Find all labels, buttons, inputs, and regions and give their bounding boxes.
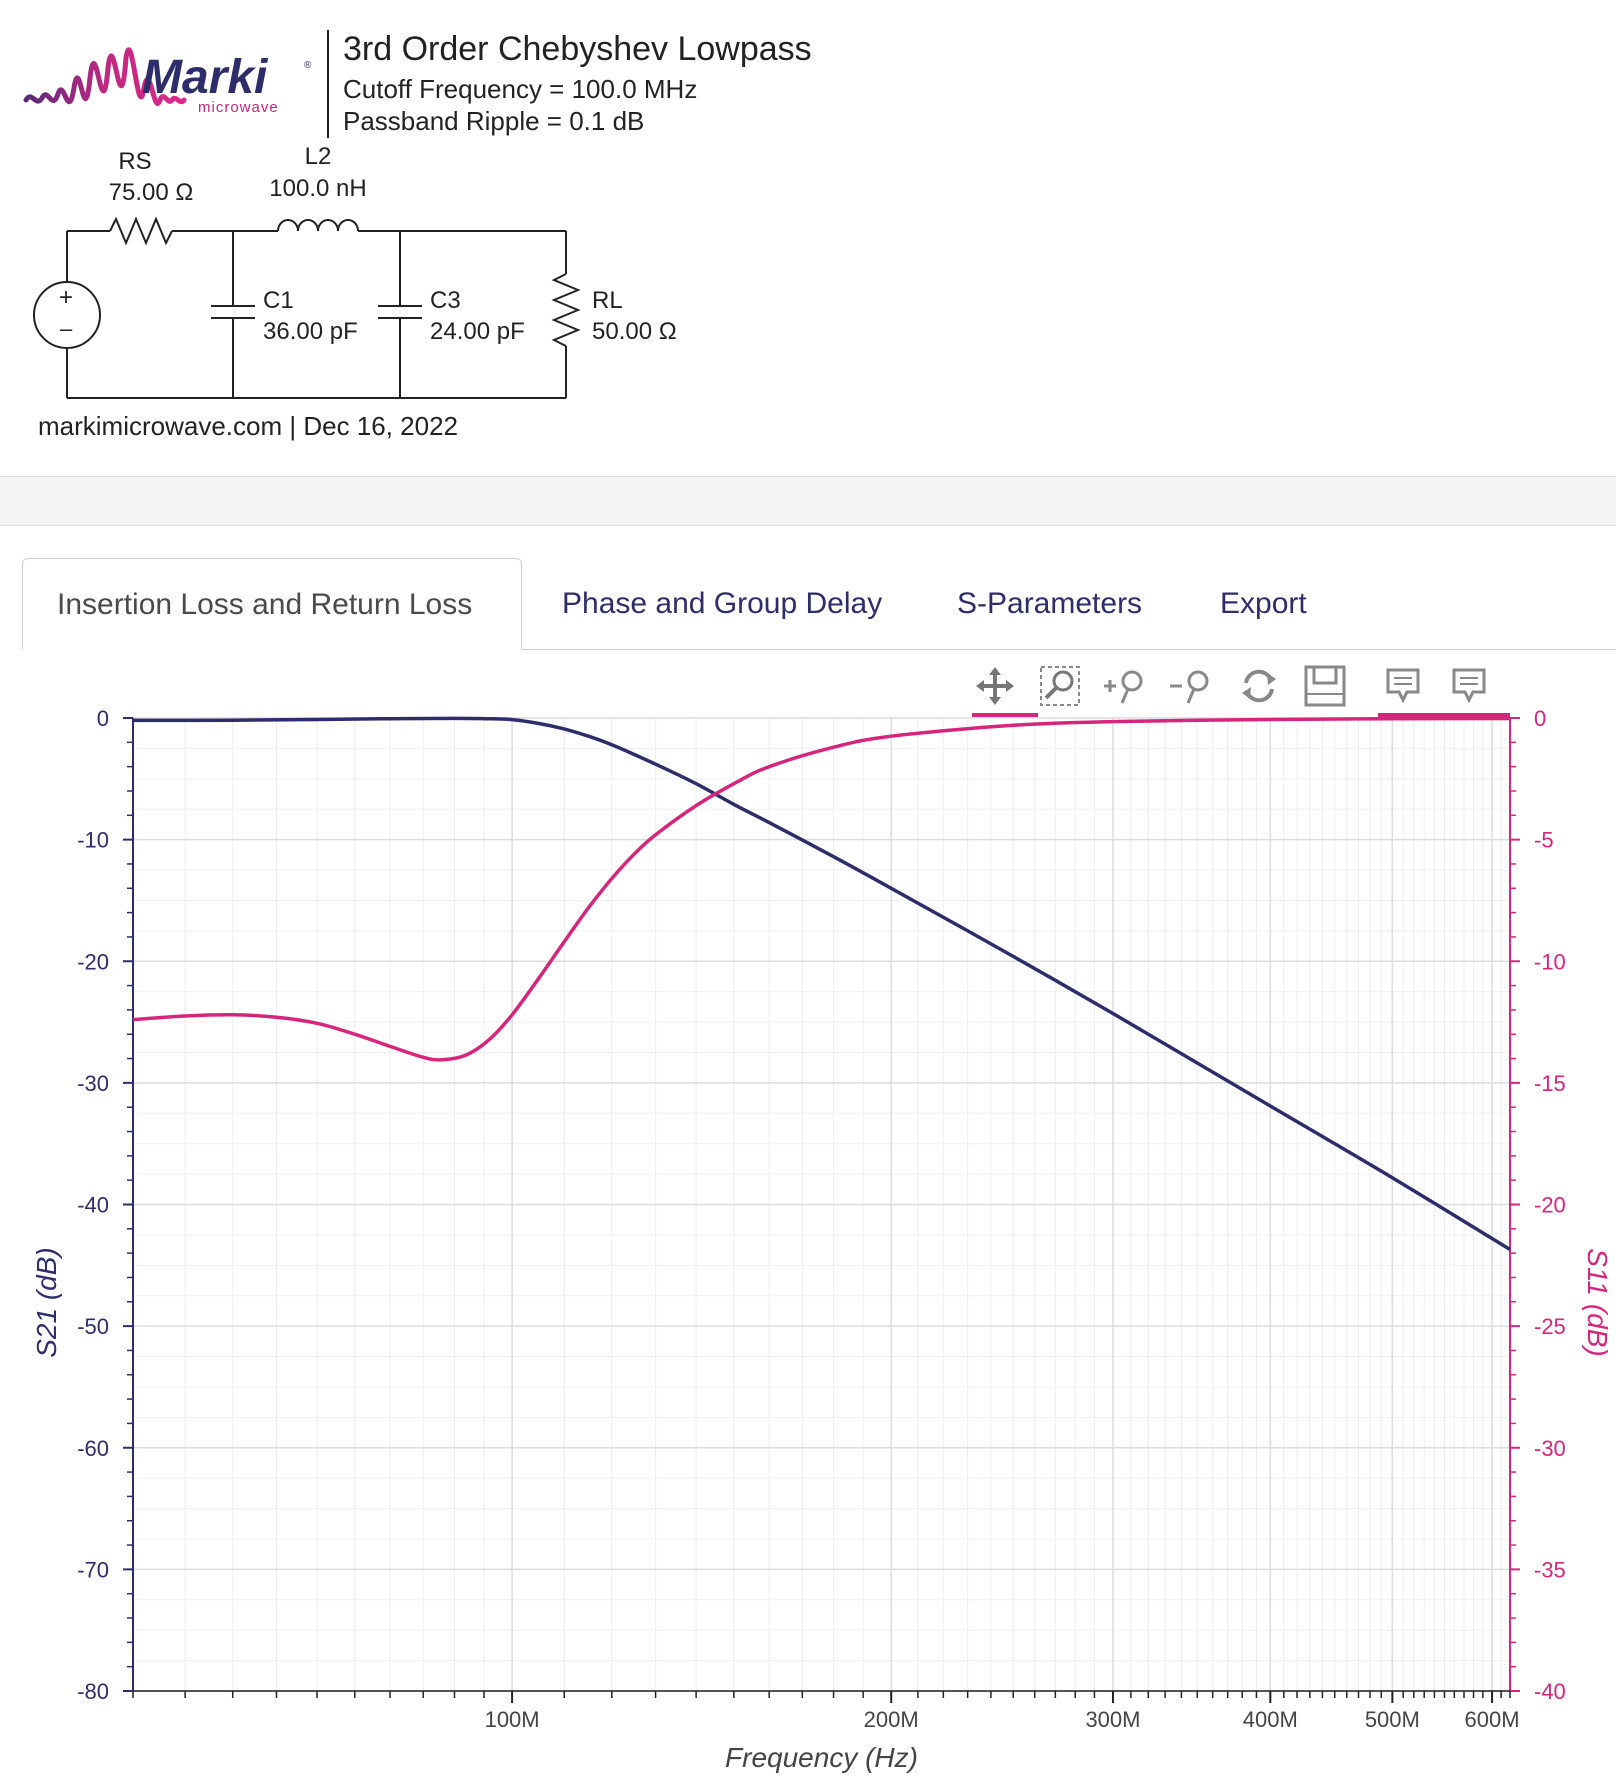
y-left-tick-label: 0: [97, 706, 109, 731]
y-right-tick-label: -5: [1534, 828, 1554, 853]
source-minus: –: [60, 316, 73, 341]
y-right-tick-label: -20: [1534, 1193, 1566, 1218]
zoom-in-icon[interactable]: [1100, 656, 1154, 716]
logo-registered: ®: [304, 60, 312, 71]
y-left-tick-label: -50: [77, 1314, 109, 1339]
x-tick-label: 100M: [485, 1707, 540, 1732]
y-right-tick-label: -10: [1534, 949, 1566, 974]
reset-icon[interactable]: [1232, 656, 1286, 716]
hover-icon[interactable]: [1376, 656, 1430, 716]
y-left-tick-label: -40: [77, 1193, 109, 1218]
x-tick-label: 500M: [1365, 1707, 1420, 1732]
y-left-tick-label: -70: [77, 1557, 109, 1582]
pan-icon[interactable]: [968, 656, 1022, 716]
zoom-out-icon[interactable]: [1166, 656, 1220, 716]
y-right-axis-title: S11 (dB): [1582, 1248, 1613, 1356]
box-zoom-icon[interactable]: [1034, 656, 1088, 716]
c1-name: C1: [263, 287, 294, 314]
tab-export[interactable]: Export: [1220, 587, 1307, 620]
y-right-tick-label: -30: [1534, 1436, 1566, 1461]
tab-underline: [22, 649, 1616, 650]
y-left-tick-label: -20: [77, 949, 109, 974]
y-right-tick-label: -25: [1534, 1314, 1566, 1339]
x-tick-label: 200M: [864, 1707, 919, 1732]
save-icon[interactable]: [1298, 656, 1352, 716]
y-left-tick-label: -60: [77, 1436, 109, 1461]
rs-value: 75.00 Ω: [109, 179, 194, 206]
site-date-line: markimicrowave.com | Dec 16, 2022: [38, 411, 459, 441]
hover-icon[interactable]: [1442, 656, 1496, 716]
filter-schematic: + – RS 75.00 Ω L2 100.0 nH C1 36.00 pF C…: [33, 143, 677, 399]
chart[interactable]: 0 -10 -20 -30 -40 -50 -60 -70 -80 0 -5 -10 -15 -20 -25…: [0, 700, 1616, 1784]
plot-toolbar: [968, 656, 1508, 716]
logo-sub: microwave: [198, 99, 279, 116]
cutoff-frequency: Cutoff Frequency = 100.0 MHz: [343, 74, 698, 104]
l2-name: L2: [305, 143, 332, 170]
tab-bar: Insertion Loss and Return Loss Phase and…: [0, 558, 1616, 650]
x-axis-title: Frequency (Hz): [725, 1742, 918, 1773]
filter-title: 3rd Order Chebyshev Lowpass: [343, 30, 812, 68]
rl-value: 50.00 Ω: [592, 318, 677, 345]
source-plus: +: [59, 284, 73, 311]
marki-logo: Marki ® microwave: [23, 47, 312, 116]
logo-divider: [327, 30, 329, 138]
logo-wave: [23, 47, 187, 106]
y-left-tick-label: -80: [77, 1679, 109, 1704]
y-left-axis-title: S21 (dB): [31, 1247, 62, 1358]
x-tick-label: 300M: [1085, 1707, 1140, 1732]
y-right-tick-label: 0: [1534, 706, 1546, 731]
tab-s-parameters[interactable]: S-Parameters: [957, 587, 1143, 620]
c1-value: 36.00 pF: [263, 318, 358, 345]
tab-phase-group-delay[interactable]: Phase and Group Delay: [562, 587, 883, 620]
x-tick-label: 400M: [1243, 1707, 1298, 1732]
c3-name: C3: [430, 287, 461, 314]
y-left-tick-label: -10: [77, 828, 109, 853]
x-tick-label: 600M: [1465, 1707, 1520, 1732]
rs-name: RS: [118, 148, 151, 175]
y-left-tick-label: -30: [77, 1071, 109, 1096]
divider-band: [0, 476, 1616, 526]
y-right-tick-label: -15: [1534, 1071, 1566, 1096]
y-right-tick-label: -40: [1534, 1679, 1566, 1704]
c3-value: 24.00 pF: [430, 318, 525, 345]
l2-value: 100.0 nH: [269, 175, 366, 202]
s21-series-line: [132, 716, 1511, 1251]
y-right-tick-label: -35: [1534, 1557, 1566, 1582]
passband-ripple: Passband Ripple = 0.1 dB: [343, 106, 645, 136]
rl-name: RL: [592, 287, 623, 314]
tab-insertion-return-loss[interactable]: Insertion Loss and Return Loss: [22, 558, 522, 650]
logo-name: Marki: [142, 51, 269, 104]
s11-series-line: [132, 716, 1511, 1062]
header-area: Marki ® microwave 3rd Order Chebyshev Lo…: [0, 0, 1616, 476]
